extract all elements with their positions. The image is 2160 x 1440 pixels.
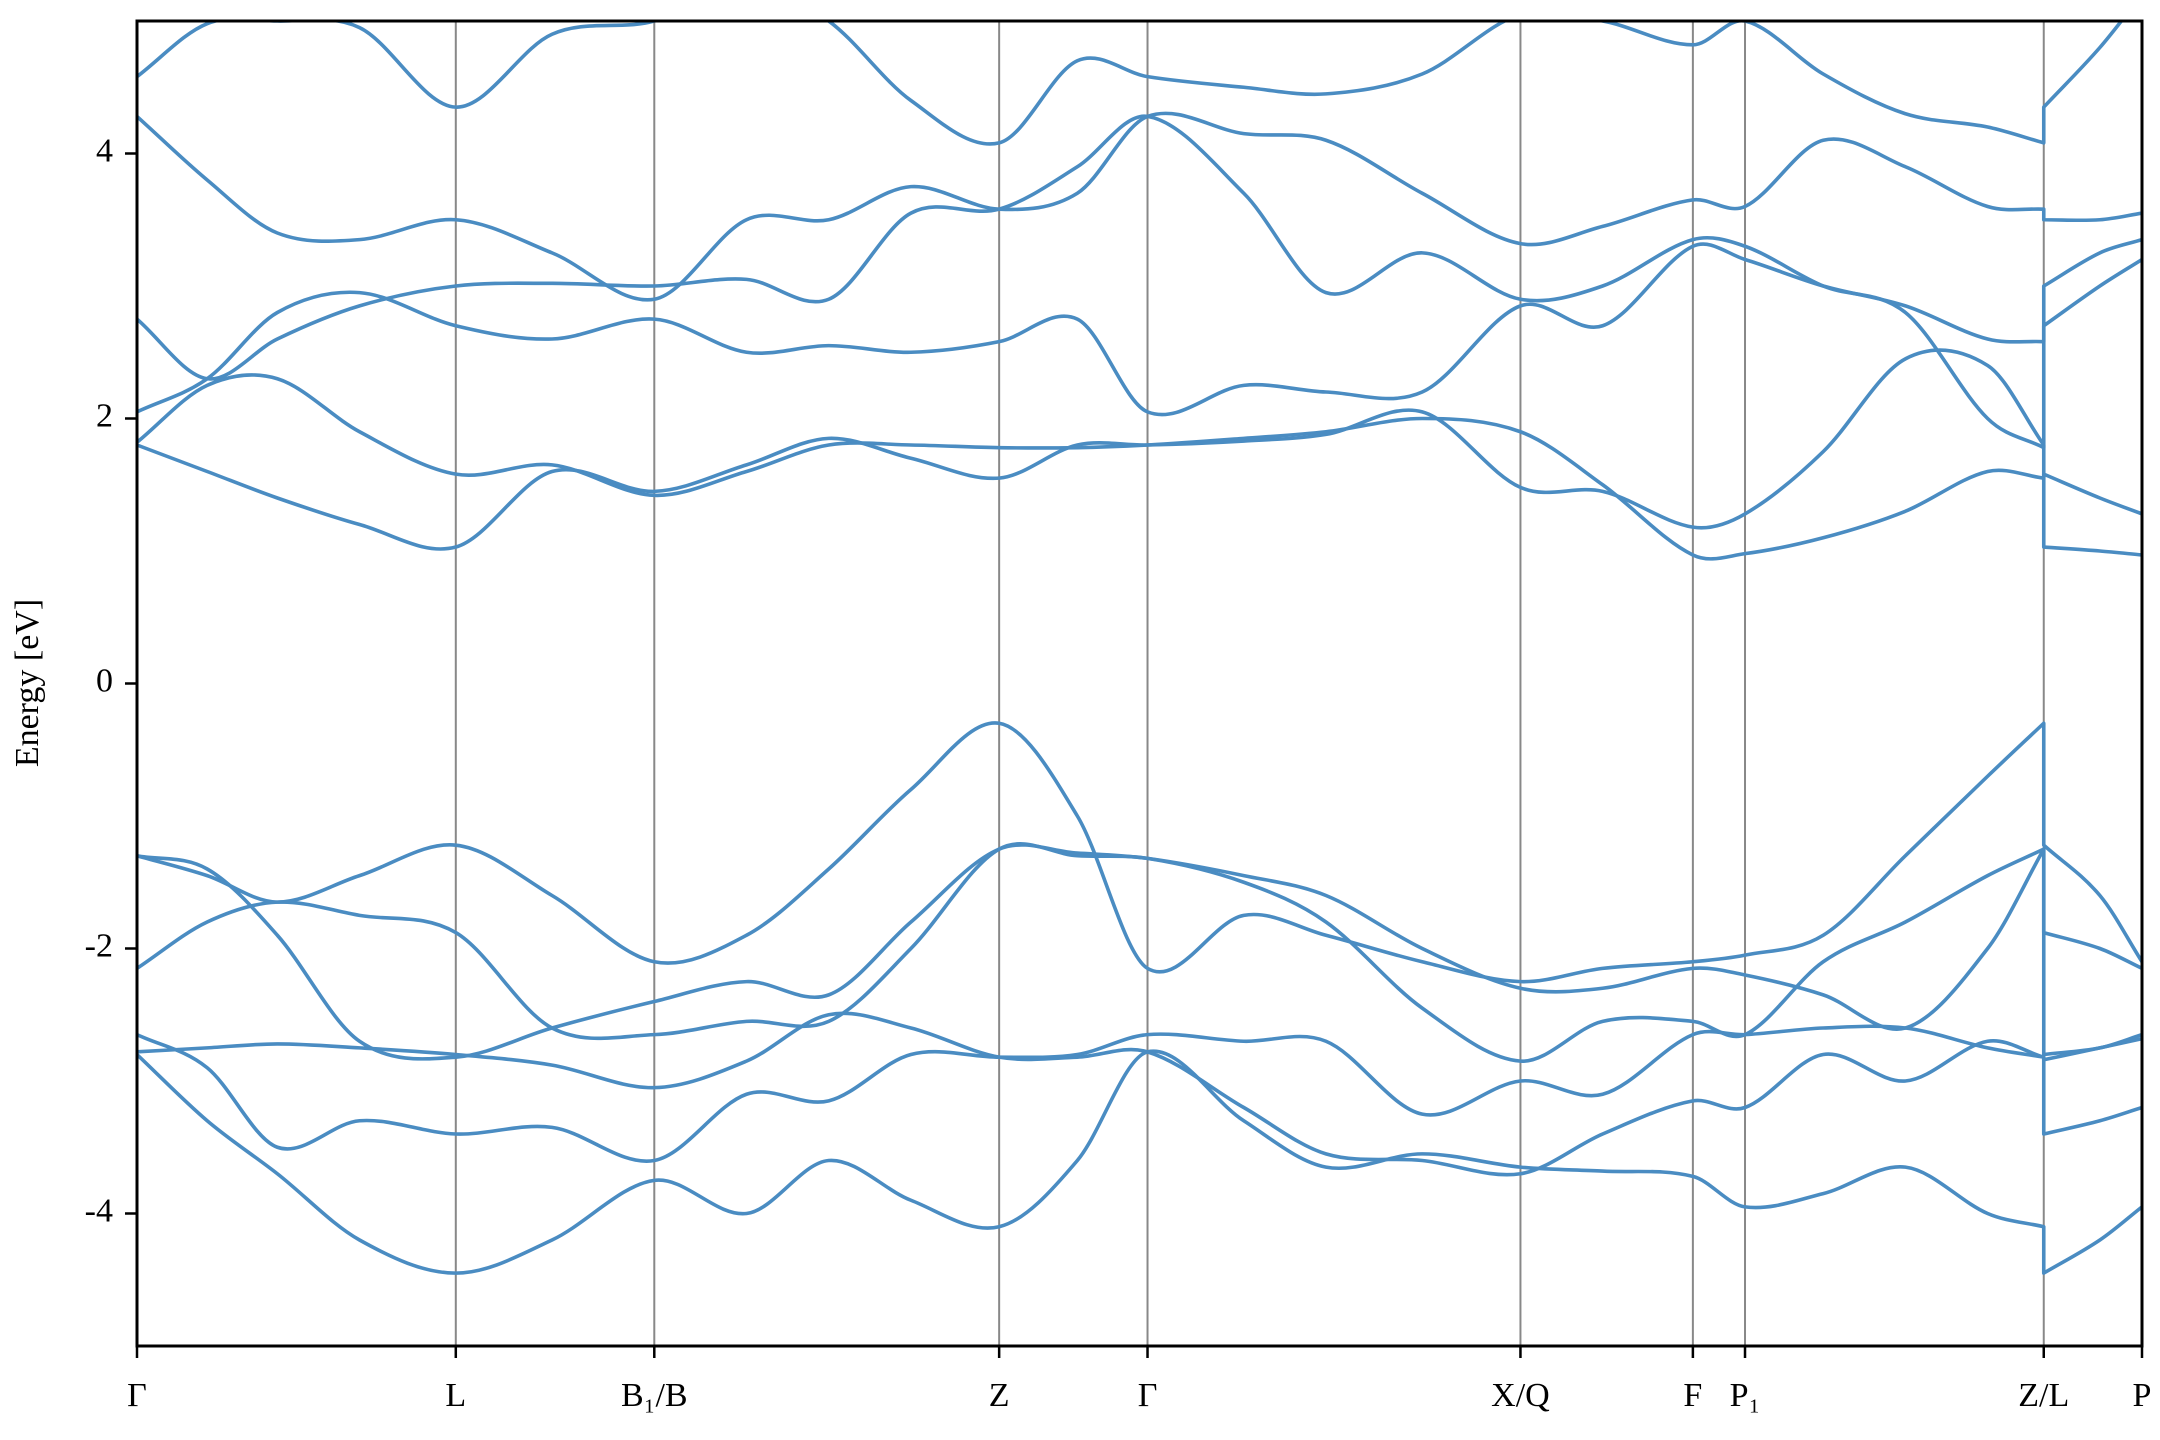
axis-layer: Γ L B₁/B Z Γ X/Q F P₁ Z/L P -4 -2 0 2 4 (85, 132, 2152, 1414)
x-tick-label: X/Q (1491, 1377, 1550, 1414)
band-line (137, 373, 2142, 561)
y-tick-label: -4 (85, 1192, 113, 1229)
y-tick-label: 0 (96, 662, 113, 699)
x-tick-label: Γ (127, 1377, 147, 1414)
band-layer (137, 21, 2142, 1275)
band-line (137, 21, 2124, 146)
band-line (137, 842, 2142, 1063)
x-tick-label: B₁/B (621, 1377, 688, 1414)
band-line (137, 721, 2142, 984)
band-line (137, 348, 2142, 557)
x-tick-label: Γ (1138, 1377, 1158, 1414)
x-tick-label: L (445, 1377, 466, 1414)
x-tick-label: F (1683, 1377, 1702, 1414)
band-line (137, 1024, 2142, 1163)
band-line (137, 242, 2142, 417)
y-tick-label: 4 (96, 132, 113, 169)
band-line (137, 114, 2142, 450)
x-tick-label: P (2133, 1377, 2152, 1414)
band-line (137, 1011, 2142, 1177)
y-tick-label: 2 (96, 397, 113, 434)
x-tick-label: Z (989, 1377, 1010, 1414)
y-tick-label: -2 (85, 927, 113, 964)
band-line (137, 111, 2142, 302)
band-line (137, 1049, 2142, 1275)
x-tick-label: Z/L (2018, 1377, 2069, 1414)
y-axis-label: Energy [eV] (9, 599, 46, 767)
x-tick-label: P₁ (1730, 1377, 1761, 1414)
